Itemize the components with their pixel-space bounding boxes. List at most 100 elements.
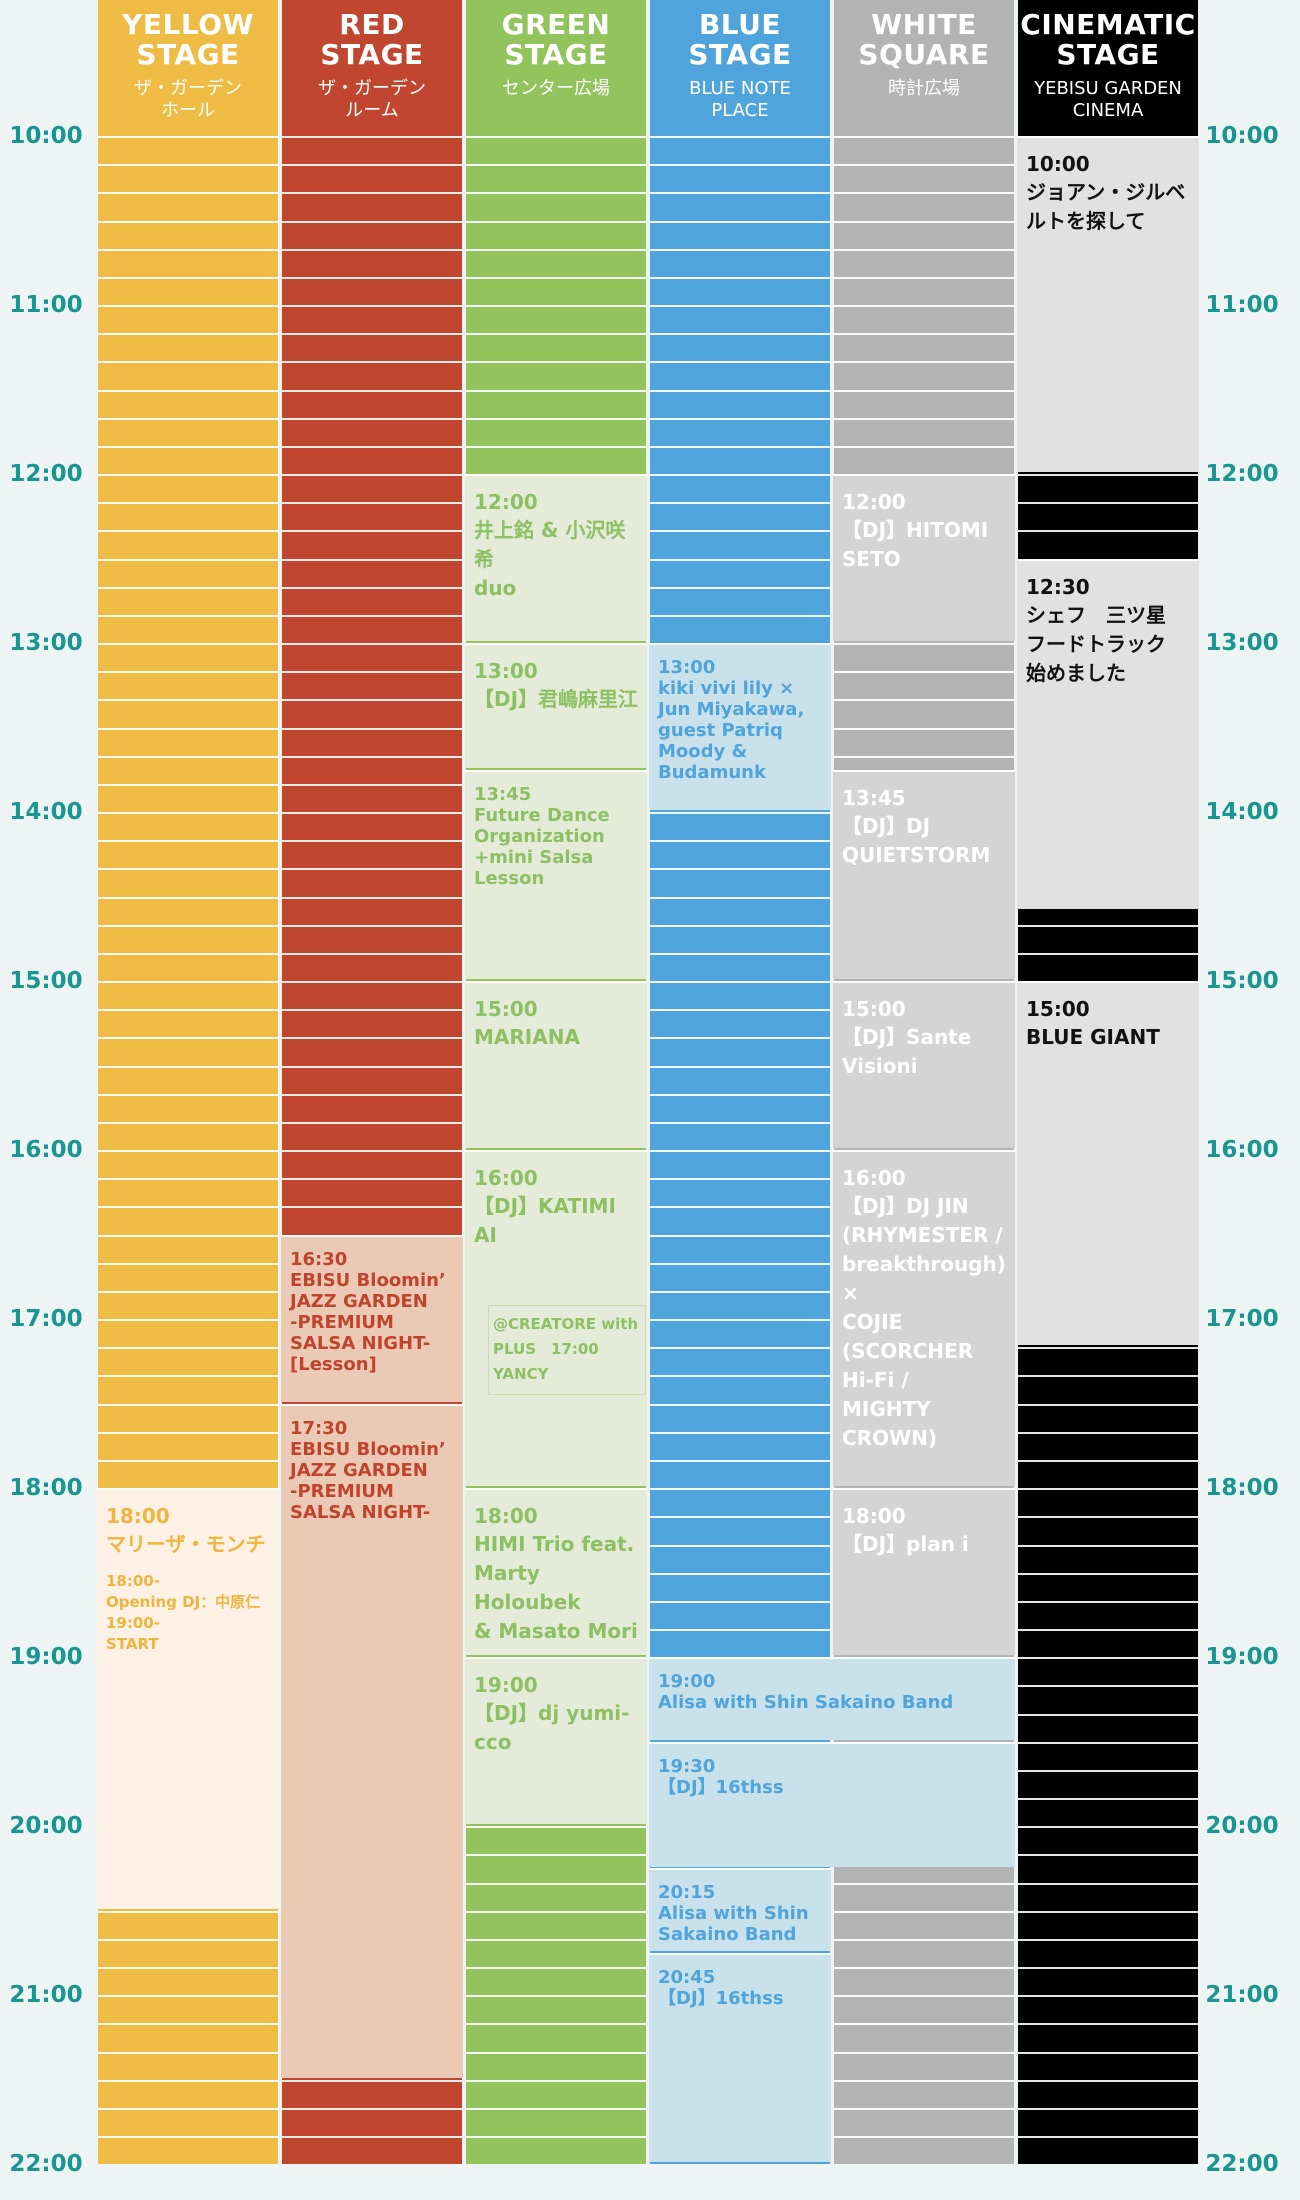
event-block[interactable]: 18:00 マリーザ・モンチ 18:00- Opening DJ：中原仁 19:00…: [97, 1488, 279, 1909]
event-title: Future Dance Organization +mini Salsa Le…: [474, 805, 610, 889]
event-title: 【DJ】16thss: [658, 1777, 784, 1798]
event-block[interactable]: 15:00 【DJ】Sante Visioni: [833, 981, 1015, 1148]
event-title: マリーザ・モンチ: [106, 1532, 266, 1556]
event-time: 13:00: [474, 659, 538, 683]
event-block[interactable]: 20:45 【DJ】16thss: [649, 1953, 831, 2162]
time-stripe: [834, 643, 1014, 645]
event-block[interactable]: 18:00 【DJ】plan i: [833, 1488, 1015, 1655]
event-time: 16:30: [290, 1249, 348, 1270]
stage-venue: センター広場: [502, 78, 610, 99]
event-block[interactable]: 12:00 【DJ】HITOMI SETO: [833, 474, 1015, 641]
time-stripe: [466, 1967, 646, 1969]
stage-name: YELLOW STAGE: [122, 8, 254, 71]
time-stripe: [282, 277, 462, 279]
time-stripe: [98, 1291, 278, 1293]
stage-header: WHITE SQUARE 時計広場: [834, 0, 1014, 134]
event-block[interactable]: 13:45 【DJ】DJ QUIETSTORM: [833, 770, 1015, 979]
event-block[interactable]: 16:00 【DJ】DJ JIN (RHYMESTER / breakthroug…: [833, 1150, 1015, 1486]
event-block[interactable]: 20:15 Alisa with Shin Sakaino Band: [649, 1868, 831, 1951]
event-block[interactable]: 15:00 BLUE GIANT: [1017, 981, 1199, 1345]
time-stripe: [282, 502, 462, 504]
time-stripe: [650, 305, 830, 307]
time-stripe: [650, 1404, 830, 1406]
time-stripe: [98, 981, 278, 983]
time-stripe: [1018, 1404, 1198, 1406]
event-block[interactable]: 19:00 【DJ】dj yumi-cco: [465, 1657, 647, 1824]
time-stripe: [466, 1883, 646, 1885]
time-stripe: [466, 418, 646, 420]
event-title: 【DJ】KATIMI AI: [474, 1194, 616, 1247]
time-stripe: [98, 1122, 278, 1124]
time-stripe: [650, 840, 830, 842]
time-stripe: [282, 1206, 462, 1208]
time-stripe: [282, 1094, 462, 1096]
time-stripe: [282, 868, 462, 870]
time-stripe: [282, 136, 462, 138]
time-stripe: [282, 615, 462, 617]
time-stripe: [1018, 925, 1198, 927]
time-stripe: [282, 1037, 462, 1039]
time-stripe: [650, 1094, 830, 1096]
time-stripe: [98, 2108, 278, 2110]
time-label-left: 15:00: [9, 968, 83, 994]
time-stripe: [98, 728, 278, 730]
time-stripe: [282, 164, 462, 166]
time-label-right: 20:00: [1205, 1813, 1279, 1839]
time-stripe: [1018, 1488, 1198, 1490]
time-stripe: [98, 2080, 278, 2082]
time-stripe: [98, 1319, 278, 1321]
time-stripe: [650, 530, 830, 532]
event-block[interactable]: 18:00 HIMI Trio feat. Marty Holoubek & Ma…: [465, 1488, 647, 1655]
time-stripe: [650, 1488, 830, 1490]
event-title: 【DJ】dj yumi-cco: [474, 1701, 630, 1754]
time-stripe: [282, 2136, 462, 2138]
time-stripe: [282, 643, 462, 645]
time-stripe: [98, 643, 278, 645]
time-stripe: [282, 925, 462, 927]
event-block[interactable]: 13:00 【DJ】君嶋麻里江: [465, 643, 647, 768]
time-stripe: [282, 840, 462, 842]
time-stripe: [98, 446, 278, 448]
event-block[interactable]: 12:30 シェフ 三ツ星 フードトラック 始めました: [1017, 559, 1199, 909]
time-stripe: [650, 1460, 830, 1462]
time-stripe: [466, 164, 646, 166]
event-block[interactable]: 10:00 ジョアン・ジルベ ルトを探して: [1017, 136, 1199, 472]
event-block[interactable]: 13:45 Future Dance Organization +mini Sal…: [465, 770, 647, 979]
time-stripe: [98, 756, 278, 758]
time-label-left: 20:00: [9, 1813, 83, 1839]
time-stripe: [834, 277, 1014, 279]
time-stripe: [466, 2136, 646, 2138]
event-block[interactable]: 19:30 【DJ】16thss: [649, 1742, 1015, 1867]
time-stripe: [282, 671, 462, 673]
event-block[interactable]: 19:00 Alisa with Shin Sakaino Band: [649, 1657, 1015, 1740]
event-time: 17:30: [290, 1418, 348, 1439]
time-stripe: [1018, 1967, 1198, 1969]
event-title: シェフ 三ツ星 フードトラック 始めました: [1026, 603, 1166, 685]
time-stripe: [834, 1883, 1014, 1885]
event-title: HIMI Trio feat. Marty Holoubek & Masato …: [474, 1532, 638, 1643]
time-label-left: 11:00: [9, 292, 83, 318]
time-stripe: [466, 1939, 646, 1941]
time-stripe: [1018, 1460, 1198, 1462]
event-title: 【DJ】君嶋麻里江: [474, 687, 639, 711]
time-stripe: [650, 925, 830, 927]
time-stripe: [98, 361, 278, 363]
event-block[interactable]: 15:00 MARIANA: [465, 981, 647, 1148]
event-note: 18:00- Opening DJ：中原仁 19:00- START: [106, 1572, 261, 1653]
time-stripe: [650, 390, 830, 392]
event-block[interactable]: 13:00 kiki vivi lily × Jun Miyakawa, gues…: [649, 643, 831, 810]
event-block[interactable]: 17:30 EBISU Bloomin’ JAZZ GARDEN -PREMIUM…: [281, 1404, 463, 2078]
event-block[interactable]: 12:00 井上銘 & 小沢咲希 duo: [465, 474, 647, 641]
time-stripe: [650, 587, 830, 589]
event-block[interactable]: 16:30 EBISU Bloomin’ JAZZ GARDEN -PREMIUM…: [281, 1235, 463, 1402]
event-block[interactable]: 16:00 【DJ】KATIMI AI: [465, 1150, 647, 1486]
time-stripe: [1018, 1854, 1198, 1856]
event-title: 【DJ】HITOMI SETO: [842, 518, 989, 571]
time-stripe: [98, 249, 278, 251]
event-time: 15:00: [842, 997, 906, 1021]
time-stripe: [98, 1939, 278, 1941]
time-stripe: [282, 446, 462, 448]
event-time: 16:00: [842, 1166, 906, 1190]
time-stripe: [650, 1516, 830, 1518]
